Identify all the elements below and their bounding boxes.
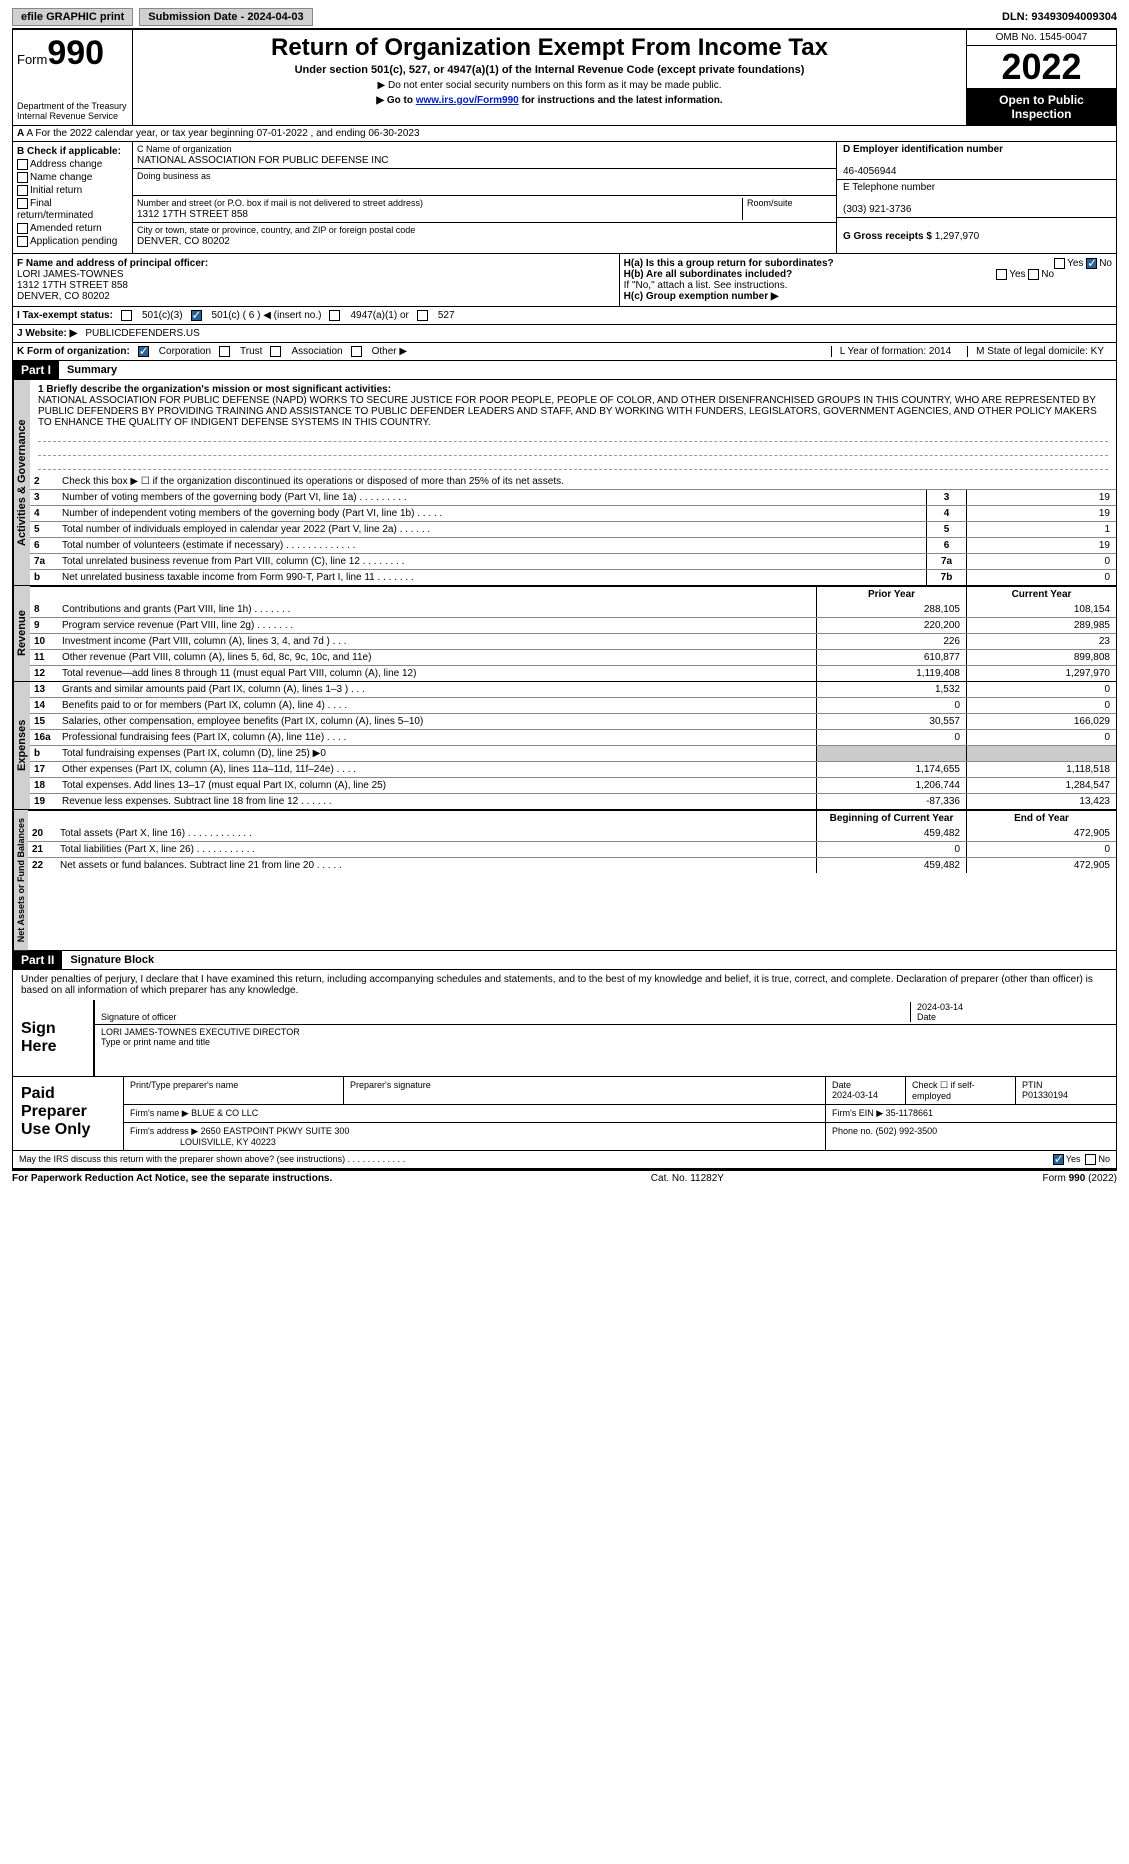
table-row: 8Contributions and grants (Part VIII, li… [30,602,1116,617]
table-row: 5Total number of individuals employed in… [30,521,1116,537]
preparer-block: Paid Preparer Use Only Print/Type prepar… [13,1076,1116,1150]
table-row: 12Total revenue—add lines 8 through 11 (… [30,665,1116,681]
sign-here-label: Sign Here [13,1000,93,1076]
table-row: 3Number of voting members of the governi… [30,489,1116,505]
table-row: bTotal fundraising expenses (Part IX, co… [30,745,1116,761]
governance-section: Activities & Governance 1 Briefly descri… [12,380,1117,586]
part1-header: Part ISummary [12,361,1117,380]
page-footer: For Paperwork Reduction Act Notice, see … [12,1170,1117,1186]
dln-label: DLN: 93493094009304 [1002,11,1117,23]
telephone-value: (303) 921-3736 [843,204,911,215]
revenue-section: Revenue Prior YearCurrent Year 8Contribu… [12,586,1117,682]
ssn-warning: ▶ Do not enter social security numbers o… [141,80,958,91]
public-inspection-badge: Open to Public Inspection [967,89,1116,125]
tax-year: 2022 [967,46,1116,89]
table-row: 13Grants and similar amounts paid (Part … [30,682,1116,697]
website-row: J Website: ▶ PUBLICDEFENDERS.US [12,325,1117,343]
table-row: 4Number of independent voting members of… [30,505,1116,521]
table-row: 16aProfessional fundraising fees (Part I… [30,729,1116,745]
form-title: Return of Organization Exempt From Incom… [141,34,958,62]
table-row: bNet unrelated business taxable income f… [30,569,1116,585]
col-b-checkboxes: B Check if applicable: Address change Na… [13,142,133,253]
form-number: Form990 [17,34,128,73]
col-c-name-address: C Name of organizationNATIONAL ASSOCIATI… [133,142,836,253]
table-row: 15Salaries, other compensation, employee… [30,713,1116,729]
table-row: 22Net assets or fund balances. Subtract … [28,857,1116,873]
irs-link[interactable]: www.irs.gov/Form990 [416,95,519,106]
expenses-tab: Expenses [13,682,30,809]
form-of-org-row: K Form of organization: Corporation Trus… [12,343,1117,361]
table-row: 7aTotal unrelated business revenue from … [30,553,1116,569]
treasury-label: Department of the TreasuryInternal Reven… [17,101,128,121]
table-row: 19Revenue less expenses. Subtract line 1… [30,793,1116,809]
table-row: 14Benefits paid to or for members (Part … [30,697,1116,713]
revenue-tab: Revenue [13,586,30,681]
netassets-section: Net Assets or Fund Balances Beginning of… [12,810,1117,951]
governance-tab: Activities & Governance [13,380,30,585]
form-subtitle: Under section 501(c), 527, or 4947(a)(1)… [141,64,958,76]
org-name: NATIONAL ASSOCIATION FOR PUBLIC DEFENSE … [137,155,389,166]
netassets-tab: Net Assets or Fund Balances [13,810,28,950]
table-row: 2Check this box ▶ ☐ if the organization … [30,474,1116,489]
table-row: 9Program service revenue (Part VIII, lin… [30,617,1116,633]
firm-name: BLUE & CO LLC [191,1108,258,1118]
omb-number: OMB No. 1545-0047 [967,30,1116,46]
officer-group-row: F Name and address of principal officer:… [12,254,1117,307]
tax-status-row: I Tax-exempt status: 501(c)(3) 501(c) ( … [12,307,1117,325]
table-row: 11Other revenue (Part VIII, column (A), … [30,649,1116,665]
mission-text: NATIONAL ASSOCIATION FOR PUBLIC DEFENSE … [38,395,1097,428]
table-row: 20Total assets (Part X, line 16) . . . .… [28,826,1116,841]
tax-year-range: A A For the 2022 calendar year, or tax y… [12,126,1117,142]
part2-header: Part IISignature Block [12,951,1117,970]
submission-date-button[interactable]: Submission Date - 2024-04-03 [139,8,312,26]
website-url: PUBLICDEFENDERS.US [85,328,199,339]
top-bar: efile GRAPHIC print Submission Date - 20… [12,8,1117,29]
ein-value: 46-4056944 [843,166,896,177]
expenses-section: Expenses 13Grants and similar amounts pa… [12,682,1117,810]
mission-block: 1 Briefly describe the organization's mi… [30,380,1116,474]
org-street: 1312 17TH STREET 858 [137,209,248,220]
table-row: 21Total liabilities (Part X, line 26) . … [28,841,1116,857]
instructions-link-row: ▶ Go to www.irs.gov/Form990 for instruct… [141,95,958,106]
table-row: 6Total number of volunteers (estimate if… [30,537,1116,553]
officer-signature-name: LORI JAMES-TOWNES EXECUTIVE DIRECTOR [101,1027,300,1037]
table-row: 17Other expenses (Part IX, column (A), l… [30,761,1116,777]
gross-receipts: 1,297,970 [935,231,980,242]
table-row: 10Investment income (Part VIII, column (… [30,633,1116,649]
efile-print-button[interactable]: efile GRAPHIC print [12,8,133,26]
form-header: Form990 Department of the TreasuryIntern… [12,29,1117,126]
org-city: DENVER, CO 80202 [137,236,230,247]
table-row: 18Total expenses. Add lines 13–17 (must … [30,777,1116,793]
signature-block: Under penalties of perjury, I declare th… [12,970,1117,1170]
entity-info-grid: B Check if applicable: Address change Na… [12,142,1117,254]
col-d-ein-phone: D Employer identification number46-40569… [836,142,1116,253]
officer-name: LORI JAMES-TOWNES [17,269,124,280]
